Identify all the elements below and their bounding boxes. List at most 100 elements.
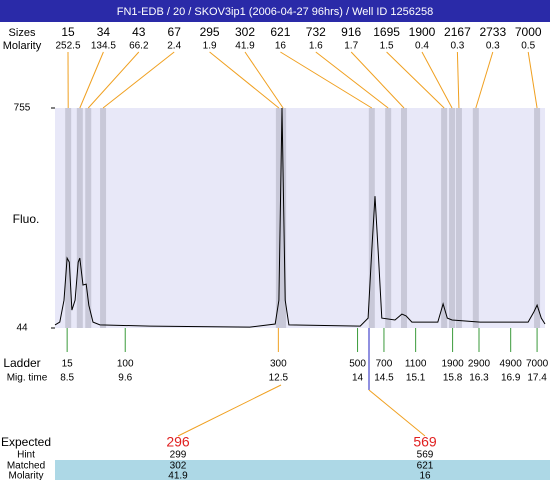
hint-value: 569 (417, 450, 434, 461)
hint-value: 299 (170, 450, 187, 461)
peak-connector (421, 51, 453, 109)
peak-molarity: 1.6 (309, 41, 323, 52)
peak-size: 295 (200, 25, 220, 39)
ladder-size: 4900 (500, 359, 523, 370)
peak-band (368, 108, 375, 328)
peak-connector (280, 51, 373, 109)
peak-band (65, 108, 72, 328)
y-tick-label: 755 (14, 103, 31, 114)
plot-area (55, 108, 545, 328)
ladder-size: 15 (62, 359, 74, 370)
peak-size: 7000 (515, 25, 542, 39)
peak-size: 916 (341, 25, 361, 39)
ladder-size: 2900 (468, 359, 491, 370)
peak-molarity: 252.5 (55, 41, 80, 52)
peak-molarity: 41.9 (235, 41, 255, 52)
peak-connector (79, 51, 104, 109)
peak-molarity: 0.4 (415, 41, 429, 52)
matched-value: 302 (170, 461, 187, 472)
ladder-time: 12.5 (269, 373, 289, 384)
peak-band (76, 108, 83, 328)
peak-size: 2167 (444, 25, 471, 39)
peak-molarity: 1.5 (380, 41, 394, 52)
ladder-time: 14.5 (374, 373, 394, 384)
molarity-label: Molarity (8, 471, 43, 480)
hint-label: Hint (17, 450, 35, 461)
peak-molarity: 1.7 (344, 41, 358, 52)
molarity-value: 41.9 (168, 471, 188, 480)
ladder-time: 15.1 (406, 373, 426, 384)
peak-connector (350, 51, 405, 109)
peak-band (100, 108, 107, 328)
matched-value: 621 (417, 461, 434, 472)
peak-connector (527, 51, 538, 109)
ladder-size: 700 (376, 359, 393, 370)
peak-molarity: 66.2 (129, 41, 149, 52)
expected-value: 296 (166, 434, 190, 450)
peak-size: 67 (168, 25, 182, 39)
peak-molarity: 0.3 (450, 41, 464, 52)
header-bar (0, 0, 550, 22)
peak-size: 621 (270, 25, 290, 39)
ladder-size: 100 (117, 359, 134, 370)
peak-molarity: 2.4 (167, 41, 181, 52)
peak-band (441, 108, 448, 328)
mig-time-label: Mig. time (7, 373, 48, 384)
peak-molarity: 134.5 (91, 41, 116, 52)
y-tick-label: 44 (16, 323, 28, 334)
peak-connector (102, 51, 175, 109)
peak-size: 43 (132, 25, 146, 39)
peak-band (275, 108, 282, 328)
ladder-size: 7000 (526, 359, 549, 370)
ladder-label: Ladder (3, 356, 40, 370)
peak-molarity: 0.5 (521, 41, 535, 52)
peak-molarity: 16 (275, 41, 287, 52)
ladder-size: 1100 (405, 359, 427, 370)
ladder-time: 16.3 (469, 373, 489, 384)
peak-connector (475, 51, 494, 109)
peak-band (455, 108, 462, 328)
matched-band (55, 460, 550, 480)
peak-size: 34 (97, 25, 111, 39)
expected-value: 569 (413, 434, 437, 450)
ladder-size: 500 (349, 359, 366, 370)
peak-connector (386, 51, 445, 109)
ladder-size: 1900 (441, 359, 464, 370)
peak-band (534, 108, 541, 328)
peak-band (401, 108, 408, 328)
ladder-time: 16.9 (501, 373, 521, 384)
trace (54, 107, 546, 328)
peak-connector (456, 51, 460, 109)
peak-connector (209, 51, 280, 109)
ladder-time: 14 (352, 373, 364, 384)
ladder-time: 15.8 (443, 373, 463, 384)
peak-connector (244, 51, 284, 109)
ladder-time: 9.6 (118, 373, 132, 384)
peak-size: 15 (61, 25, 75, 39)
peak-connector (87, 51, 140, 109)
ladder-time: 8.5 (60, 373, 74, 384)
expected-connector (177, 384, 282, 437)
chart-title: FN1-EDB / 20 / SKOV3ip1 (2006-04-27 96hr… (117, 6, 434, 18)
expected-connector (368, 389, 426, 437)
ladder-size: 300 (270, 359, 287, 370)
peak-band (472, 108, 479, 328)
expected-label: Expected (1, 435, 51, 449)
peak-connector (315, 51, 389, 109)
peak-band (449, 108, 456, 328)
ladder-time: 17.4 (527, 373, 547, 384)
peak-size: 732 (306, 25, 326, 39)
molarity-label: Molarity (3, 40, 42, 52)
peak-band (85, 108, 92, 328)
sizes-label: Sizes (9, 27, 36, 39)
y-axis-label: Fluo. (13, 212, 40, 226)
peak-molarity: 0.3 (486, 41, 500, 52)
peak-band (280, 108, 287, 328)
peak-size: 1900 (409, 25, 436, 39)
matched-label: Matched (7, 461, 45, 472)
peak-size: 2733 (479, 25, 506, 39)
peak-size: 302 (235, 25, 255, 39)
peak-molarity: 1.9 (203, 41, 217, 52)
peak-size: 1695 (373, 25, 400, 39)
